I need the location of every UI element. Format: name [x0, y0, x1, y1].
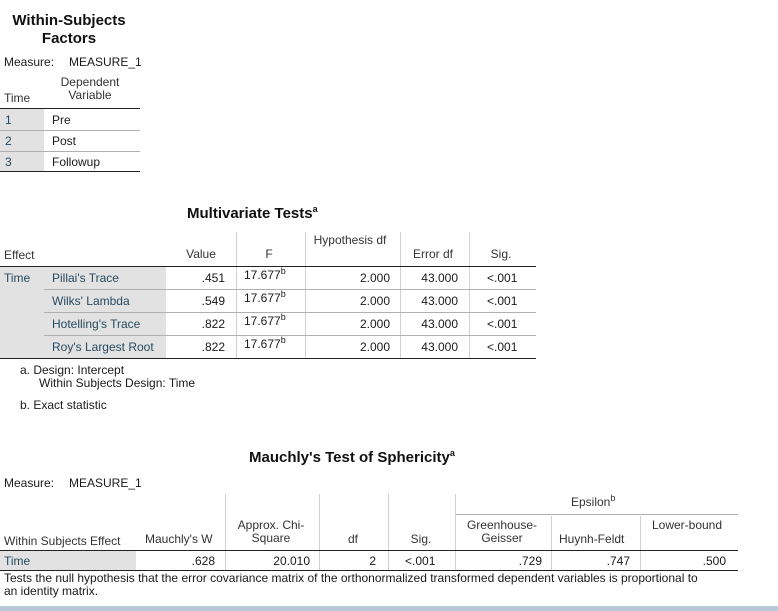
- hyp-df-cell: 2.000: [359, 294, 390, 308]
- dependent-variable-header: Dependent Variable: [60, 75, 120, 102]
- effect-time-label: Time: [4, 271, 31, 285]
- factor-time-1: 1: [5, 113, 12, 127]
- df-header: df: [347, 532, 358, 546]
- value-cell: .822: [201, 340, 225, 354]
- huynh-feldt-header: Huynh-Feldt: [559, 532, 625, 546]
- hypothesis-df-header: Hypothesis df: [313, 233, 387, 247]
- hyp-df-cell: 2.000: [359, 271, 390, 285]
- mauchly-title: Mauchly's Test of Sphericitya: [249, 448, 455, 467]
- row-label-bg: [0, 551, 136, 570]
- factor-time-3: 3: [5, 155, 12, 169]
- lower-bound-header: Lower-bound: [651, 518, 723, 532]
- footnote-a-line2: Within Subjects Design: Time: [39, 376, 196, 390]
- sig-cell: <.001: [487, 294, 518, 308]
- mauchly-footnote: Tests the null hypothesis that the error…: [4, 571, 698, 598]
- err-df-cell: 43.000: [421, 317, 458, 331]
- f-cell: 17.677b: [244, 289, 286, 306]
- test-roys-largest-root: Roy's Largest Root: [52, 340, 154, 354]
- greenhouse-geisser-cell: .729: [518, 554, 542, 568]
- value-header: Value: [186, 247, 216, 261]
- mauchly-effect-time: Time: [4, 554, 31, 568]
- bottom-scroll-edge: [0, 606, 778, 611]
- f-header: F: [265, 247, 273, 261]
- measure-label: Measure:: [4, 476, 55, 490]
- mauchly-w-cell: .628: [191, 554, 215, 568]
- lower-bound-cell: .500: [702, 554, 726, 568]
- err-df-cell: 43.000: [421, 340, 458, 354]
- err-df-cell: 43.000: [421, 271, 458, 285]
- f-cell: 17.677b: [244, 266, 286, 283]
- huynh-feldt-cell: .747: [606, 554, 630, 568]
- f-cell: 17.677b: [244, 312, 286, 329]
- sig-cell: <.001: [487, 340, 518, 354]
- value-cell: .451: [201, 271, 225, 285]
- sig-header: Sig.: [410, 532, 432, 546]
- chi-square-header: Approx. Chi-Square: [237, 518, 305, 545]
- mauchly-w-header: Mauchly's W: [145, 532, 213, 546]
- effect-header: Effect: [4, 248, 35, 262]
- factor-time-2: 2: [5, 134, 12, 148]
- measure-value: MEASURE_1: [69, 476, 142, 490]
- hyp-df-cell: 2.000: [359, 317, 390, 331]
- greenhouse-geisser-header: Greenhouse-Geisser: [466, 518, 538, 545]
- footnote-b: b. Exact statistic: [20, 398, 107, 412]
- test-wilks-lambda: Wilks' Lambda: [52, 294, 130, 308]
- epsilon-header: Epsilonb: [571, 493, 616, 509]
- factor-variable-2: Post: [52, 134, 77, 148]
- chi-square-cell: 20.010: [273, 554, 310, 568]
- err-df-cell: 43.000: [421, 294, 458, 308]
- hyp-df-cell: 2.000: [359, 340, 390, 354]
- time-column-bg: [0, 109, 44, 171]
- factor-variable-1: Pre: [52, 113, 71, 127]
- sig-cell: <.001: [487, 271, 518, 285]
- error-df-header: Error df: [412, 247, 453, 261]
- within-subjects-factors-title: Within-Subjects Factors: [12, 12, 126, 47]
- sig-header: Sig.: [490, 247, 512, 261]
- df-cell: 2: [369, 554, 376, 568]
- time-header: Time: [4, 91, 31, 105]
- factor-variable-3: Followup: [52, 155, 101, 169]
- sig-cell: <.001: [487, 317, 518, 331]
- sig-cell: <.001: [405, 554, 436, 568]
- measure-label: Measure:: [4, 55, 55, 69]
- within-subjects-effect-header: Within Subjects Effect: [4, 534, 121, 548]
- test-hotellings-trace: Hotelling's Trace: [52, 317, 141, 331]
- footnote-a-line1: a. Design: Intercept: [20, 363, 125, 377]
- value-cell: .822: [201, 317, 225, 331]
- f-cell: 17.677b: [244, 335, 286, 352]
- measure-value: MEASURE_1: [69, 55, 142, 69]
- test-pillais-trace: Pillai's Trace: [52, 271, 119, 285]
- value-cell: .549: [201, 294, 225, 308]
- multivariate-tests-title: Multivariate Testsa: [187, 204, 318, 223]
